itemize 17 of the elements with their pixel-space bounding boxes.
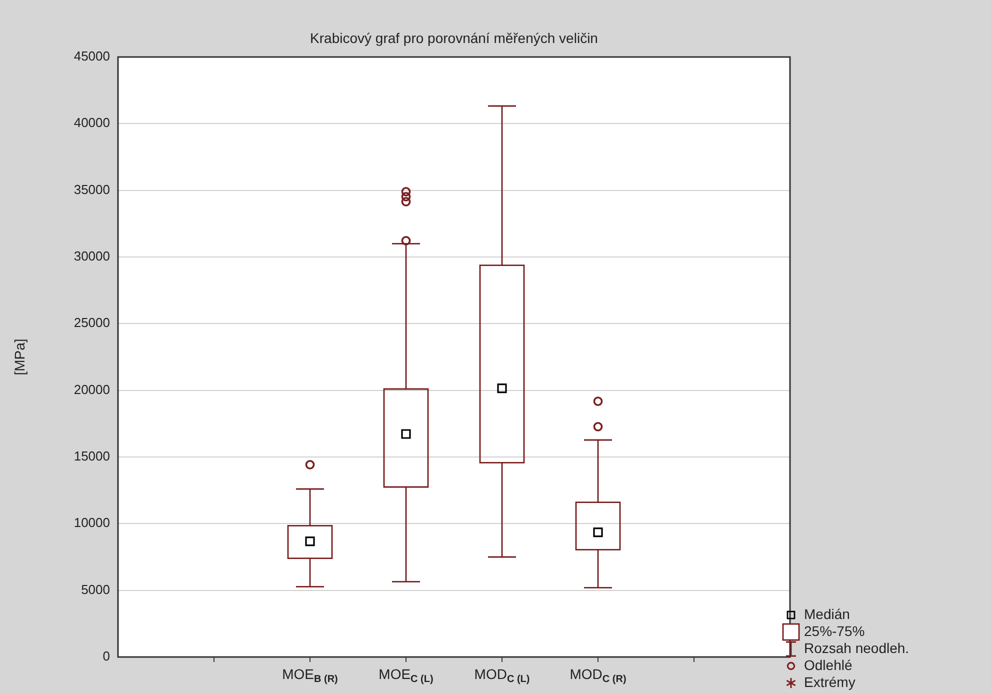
y-tick-label: 40000	[74, 115, 110, 130]
y-tick-label: 35000	[74, 182, 110, 197]
y-tick-label: 30000	[74, 248, 110, 264]
y-tick-label: 20000	[74, 382, 110, 397]
y-tick-label: 25000	[74, 315, 110, 330]
text: 25%-75%	[804, 623, 865, 640]
text: Extrémy	[804, 674, 856, 691]
text: Rozsah neodleh.	[804, 640, 910, 657]
y-axis-title: [MPa]	[11, 338, 28, 376]
y-tick-label: 5000	[81, 582, 110, 597]
text: Odlehlé	[804, 657, 852, 674]
y-tick-label: 45000	[74, 48, 110, 64]
y-tick-label: 15000	[74, 448, 110, 464]
y-tick-label: 10000	[74, 515, 110, 530]
text: Medián	[804, 606, 850, 623]
y-tick-label: 0	[102, 648, 110, 664]
chart-title: Krabicový graf pro porovnání měřených veličin	[310, 30, 598, 46]
